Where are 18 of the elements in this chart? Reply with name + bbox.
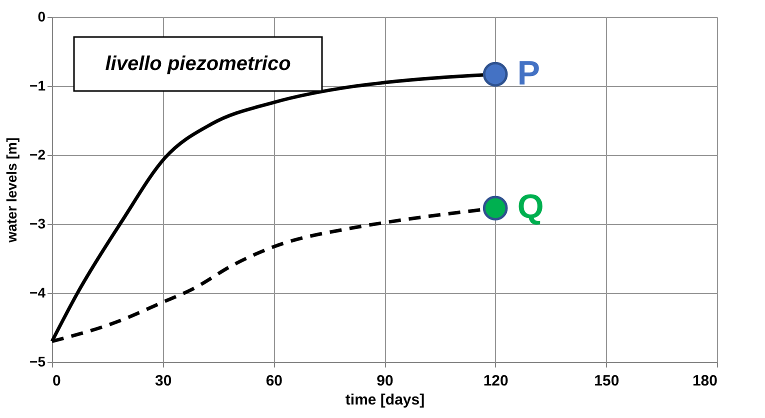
series-label: Q <box>517 188 544 226</box>
y-tick-label: −1 <box>30 78 46 94</box>
y-tick-label: −2 <box>30 146 46 162</box>
x-axis-title: time [days] <box>345 392 425 408</box>
y-tick-label: 0 <box>38 8 46 24</box>
x-tick-label: 150 <box>594 372 620 390</box>
x-tick-label: 0 <box>52 372 61 390</box>
y-tick-label: −5 <box>30 354 46 370</box>
x-tick-label: 90 <box>376 372 394 390</box>
x-tick-label: 120 <box>483 372 508 390</box>
y-tick-label: −3 <box>30 216 46 232</box>
y-axis-title: water levels [m] <box>4 137 20 244</box>
x-tick-label: 60 <box>266 372 283 390</box>
x-tick-label: 30 <box>154 372 172 390</box>
series-label: P <box>517 54 540 92</box>
annotation: livello piezometrico <box>105 53 291 75</box>
x-tick-label: 180 <box>692 372 718 390</box>
y-tick-label: −4 <box>30 284 46 300</box>
